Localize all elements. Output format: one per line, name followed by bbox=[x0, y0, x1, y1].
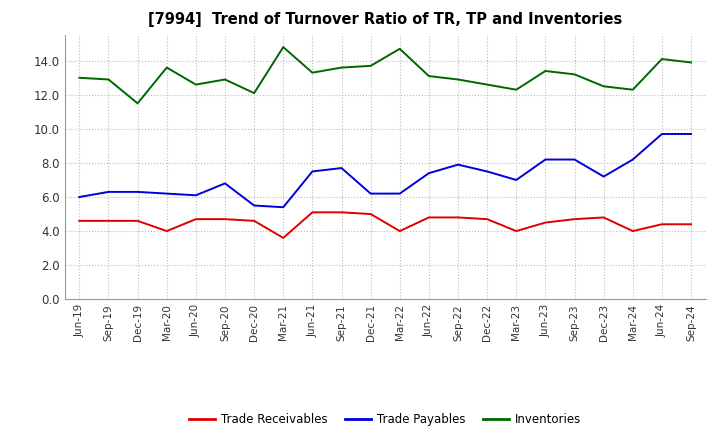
Trade Payables bbox=[250, 203, 258, 208]
Line: Inventories: Inventories bbox=[79, 47, 691, 103]
Trade Payables bbox=[279, 205, 287, 210]
Trade Payables bbox=[163, 191, 171, 196]
Inventories bbox=[308, 70, 317, 75]
Trade Receivables bbox=[512, 228, 521, 234]
Trade Payables bbox=[483, 169, 492, 174]
Inventories bbox=[133, 101, 142, 106]
Inventories bbox=[220, 77, 229, 82]
Trade Receivables bbox=[279, 235, 287, 241]
Inventories bbox=[512, 87, 521, 92]
Trade Payables bbox=[687, 132, 696, 137]
Trade Receivables bbox=[163, 228, 171, 234]
Trade Receivables bbox=[687, 222, 696, 227]
Trade Payables bbox=[366, 191, 375, 196]
Trade Payables bbox=[657, 132, 666, 137]
Trade Receivables bbox=[192, 216, 200, 222]
Line: Trade Payables: Trade Payables bbox=[79, 134, 691, 207]
Trade Payables bbox=[454, 162, 462, 167]
Inventories bbox=[425, 73, 433, 79]
Trade Payables bbox=[395, 191, 404, 196]
Trade Receivables bbox=[657, 222, 666, 227]
Inventories bbox=[541, 68, 550, 73]
Inventories bbox=[104, 77, 113, 82]
Trade Receivables bbox=[395, 228, 404, 234]
Trade Receivables bbox=[133, 218, 142, 224]
Inventories bbox=[570, 72, 579, 77]
Trade Payables bbox=[75, 194, 84, 200]
Inventories bbox=[657, 56, 666, 62]
Trade Receivables bbox=[75, 218, 84, 224]
Inventories bbox=[483, 82, 492, 87]
Inventories bbox=[75, 75, 84, 81]
Inventories bbox=[250, 91, 258, 96]
Trade Payables bbox=[599, 174, 608, 179]
Trade Receivables bbox=[308, 210, 317, 215]
Trade Payables bbox=[337, 165, 346, 171]
Trade Payables bbox=[104, 189, 113, 194]
Trade Receivables bbox=[337, 210, 346, 215]
Inventories bbox=[163, 65, 171, 70]
Trade Payables bbox=[308, 169, 317, 174]
Inventories bbox=[599, 84, 608, 89]
Inventories bbox=[366, 63, 375, 69]
Trade Payables bbox=[220, 181, 229, 186]
Trade Receivables bbox=[220, 216, 229, 222]
Inventories bbox=[192, 82, 200, 87]
Trade Receivables bbox=[250, 218, 258, 224]
Legend: Trade Receivables, Trade Payables, Inventories: Trade Receivables, Trade Payables, Inven… bbox=[184, 408, 586, 431]
Trade Receivables bbox=[454, 215, 462, 220]
Line: Trade Receivables: Trade Receivables bbox=[79, 213, 691, 238]
Trade Payables bbox=[133, 189, 142, 194]
Trade Receivables bbox=[483, 216, 492, 222]
Trade Receivables bbox=[366, 211, 375, 216]
Inventories bbox=[454, 77, 462, 82]
Trade Payables bbox=[629, 157, 637, 162]
Trade Payables bbox=[541, 157, 550, 162]
Trade Payables bbox=[570, 157, 579, 162]
Trade Payables bbox=[192, 193, 200, 198]
Inventories bbox=[279, 44, 287, 50]
Trade Receivables bbox=[425, 215, 433, 220]
Inventories bbox=[687, 60, 696, 65]
Trade Receivables bbox=[599, 215, 608, 220]
Inventories bbox=[337, 65, 346, 70]
Trade Payables bbox=[425, 171, 433, 176]
Inventories bbox=[629, 87, 637, 92]
Trade Payables bbox=[512, 177, 521, 183]
Trade Receivables bbox=[541, 220, 550, 225]
Trade Receivables bbox=[570, 216, 579, 222]
Title: [7994]  Trend of Turnover Ratio of TR, TP and Inventories: [7994] Trend of Turnover Ratio of TR, TP… bbox=[148, 12, 622, 27]
Trade Receivables bbox=[104, 218, 113, 224]
Trade Receivables bbox=[629, 228, 637, 234]
Inventories bbox=[395, 46, 404, 51]
